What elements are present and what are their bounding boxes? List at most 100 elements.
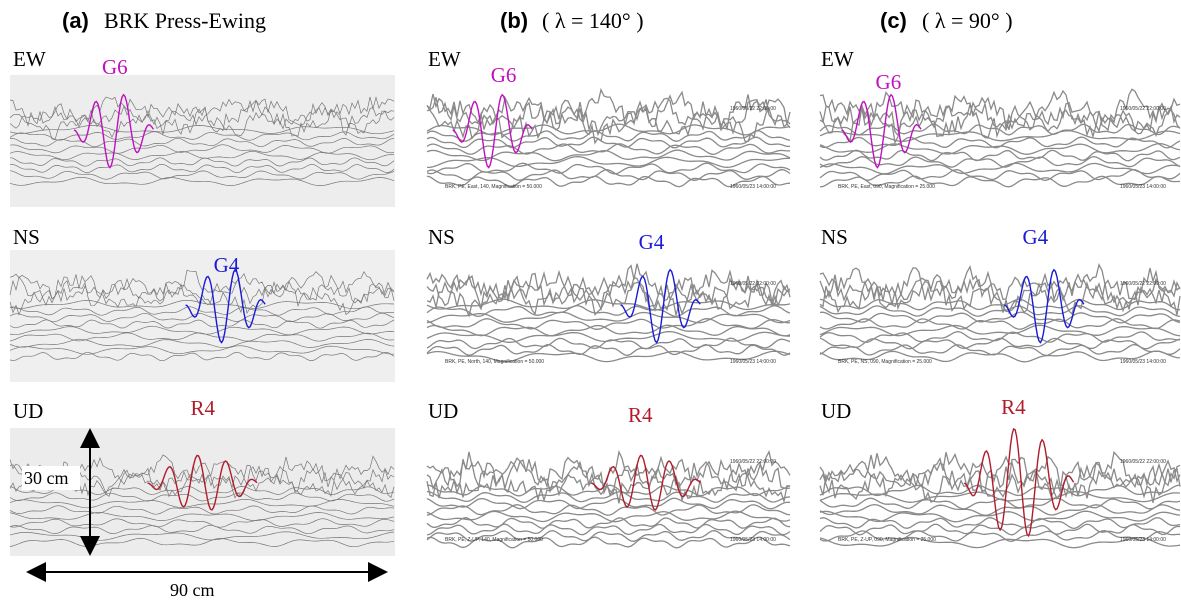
trace [9, 144, 395, 154]
trace [426, 169, 791, 182]
trace [426, 510, 791, 523]
trace [426, 343, 791, 356]
trace [819, 130, 1181, 142]
trace [426, 87, 791, 131]
trace [426, 273, 791, 312]
width-label: 90 cm [170, 580, 215, 600]
phase-wave [620, 268, 701, 344]
component-label: UD [428, 399, 458, 423]
component-label: EW [13, 47, 46, 71]
trace [9, 269, 395, 300]
trace [9, 345, 394, 355]
trace [9, 531, 395, 541]
trace [9, 312, 395, 323]
component-label: EW [821, 47, 854, 71]
trace [426, 523, 791, 536]
trace-info: BRK, PE, NS, 090, Magnification = 25.000 [838, 359, 932, 365]
trace [426, 484, 791, 497]
phase-wave [185, 268, 266, 344]
phase-label: R4 [1001, 395, 1026, 419]
phase-label: G6 [491, 63, 517, 87]
trace [819, 484, 1181, 497]
phase-label: R4 [628, 403, 653, 427]
phase-label: G6 [876, 70, 902, 94]
trace [819, 123, 1181, 136]
trace [9, 319, 395, 329]
trace [9, 338, 395, 349]
scan-background [10, 428, 395, 556]
scan-background [10, 75, 395, 207]
trace [426, 129, 791, 142]
trace [819, 88, 1181, 129]
trace [9, 299, 395, 310]
trace [819, 503, 1181, 516]
panel-title: BRK Press-Ewing [104, 8, 266, 33]
trace [819, 343, 1181, 356]
start-time: 1960/05/22 22:00:00 [1120, 459, 1166, 465]
trace [426, 536, 791, 549]
start-time: 1960/05/22 22:00:00 [730, 459, 776, 465]
trace [426, 311, 791, 324]
trace [9, 524, 395, 535]
trace [426, 350, 791, 363]
trace [426, 143, 790, 155]
trace [426, 100, 791, 145]
trace [426, 279, 791, 318]
end-time: 1960/05/23 14:00:00 [1120, 359, 1166, 365]
trace [426, 175, 791, 188]
trace [426, 298, 791, 311]
trace [426, 149, 791, 162]
trace [819, 305, 1181, 318]
trace [819, 104, 1181, 145]
phase-label: G4 [639, 230, 665, 254]
trace [819, 497, 1181, 510]
trace [819, 143, 1181, 155]
trace [9, 351, 395, 362]
phase-wave [963, 428, 1075, 538]
height-label: 30 cm [24, 468, 69, 488]
trace [426, 449, 791, 489]
trace [426, 324, 791, 337]
trace [426, 461, 791, 504]
trace [9, 274, 395, 308]
end-time: 1960/05/23 14:00:00 [730, 537, 776, 543]
phase-wave [73, 93, 154, 169]
trace [426, 330, 791, 343]
trace [426, 136, 790, 149]
trace [426, 504, 791, 517]
trace [426, 490, 791, 504]
trace [819, 277, 1181, 316]
trace [9, 538, 395, 548]
trace [819, 350, 1181, 363]
trace [9, 105, 395, 141]
trace [426, 97, 791, 139]
trace [9, 306, 395, 316]
traces [9, 87, 1181, 549]
component-label: NS [428, 225, 455, 249]
component-label: EW [428, 47, 461, 71]
trace [819, 156, 1181, 168]
trace [819, 450, 1181, 491]
panel-label: (c) [880, 8, 907, 33]
trace-info: BRK, PE, East, 140, Magnification = 50.0… [445, 184, 542, 190]
trace [819, 510, 1181, 523]
end-time: 1960/05/23 14:00:00 [730, 184, 776, 190]
trace [426, 337, 791, 350]
trace [819, 324, 1181, 337]
scan-background [10, 250, 395, 382]
trace [9, 512, 395, 521]
phase-label: R4 [191, 396, 216, 420]
trace [9, 163, 395, 174]
trace [9, 518, 395, 528]
start-time: 1960/05/22 22:00:00 [1120, 106, 1166, 112]
trace [819, 298, 1181, 311]
phase-label: G4 [214, 253, 240, 277]
trace [819, 263, 1181, 308]
trace [819, 162, 1181, 175]
phase-wave [590, 454, 701, 511]
phase-wave [1004, 268, 1085, 344]
phase-wave [147, 454, 258, 511]
trace [426, 318, 791, 330]
trace [819, 272, 1181, 313]
trace [819, 517, 1181, 529]
